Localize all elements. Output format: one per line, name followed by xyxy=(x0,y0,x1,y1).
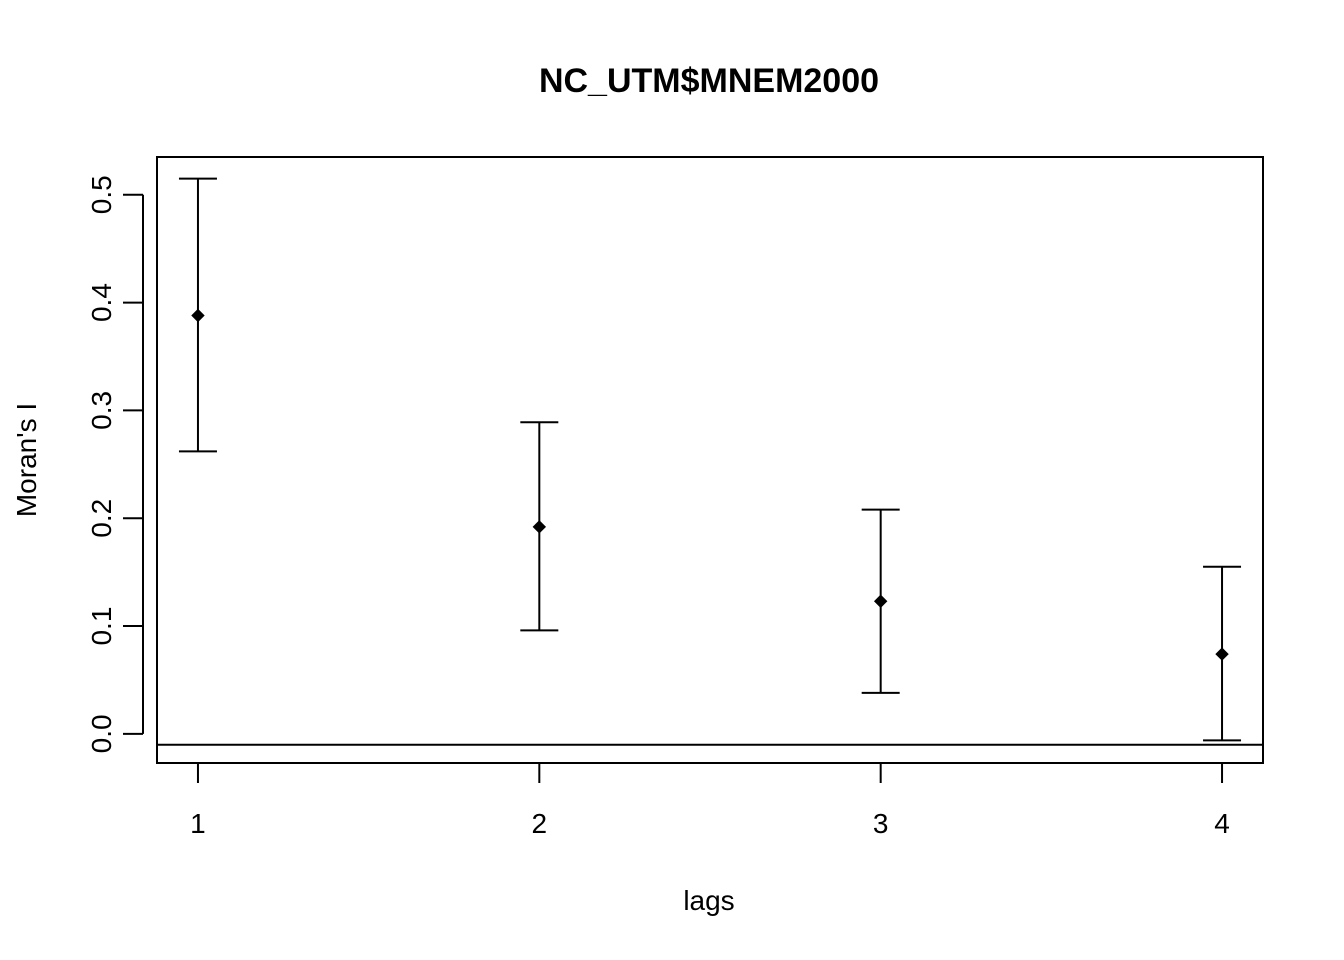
estimate-point-1 xyxy=(191,308,205,323)
plot-frame xyxy=(156,156,1264,764)
x-tick-label-4: 4 xyxy=(1214,808,1230,839)
chart-title: NC_UTM$MNEM2000 xyxy=(539,62,879,100)
y-tick-label-0: 0.0 xyxy=(86,714,117,753)
x-tick-label-2: 2 xyxy=(532,808,548,839)
series-errorbars xyxy=(178,177,1242,742)
x-tick-label-3: 3 xyxy=(873,808,889,839)
y-tick-label-1: 0.1 xyxy=(86,607,117,646)
y-tick-label-5: 0.5 xyxy=(86,175,117,214)
estimate-point-3 xyxy=(873,594,888,608)
y-tick-label-2: 0.2 xyxy=(86,499,117,538)
y-axis: 0.0 0.1 0.2 0.3 0.4 0.5 xyxy=(86,175,144,753)
estimate-point-4 xyxy=(1215,647,1229,661)
estimate-point-2 xyxy=(532,520,547,534)
errorbar-lag-1 xyxy=(178,177,217,453)
y-tick-label-4: 0.4 xyxy=(86,283,117,322)
errorbar-lag-2 xyxy=(520,421,559,632)
errorbar-lag-4 xyxy=(1203,565,1242,742)
x-axis-label: lags xyxy=(683,885,734,916)
x-axis: 1 2 3 4 xyxy=(190,763,1230,839)
y-tick-label-3: 0.3 xyxy=(86,391,117,430)
y-axis-label: Moran's I xyxy=(11,403,42,517)
x-tick-label-1: 1 xyxy=(190,808,206,839)
errorbar-lag-3 xyxy=(861,508,900,694)
